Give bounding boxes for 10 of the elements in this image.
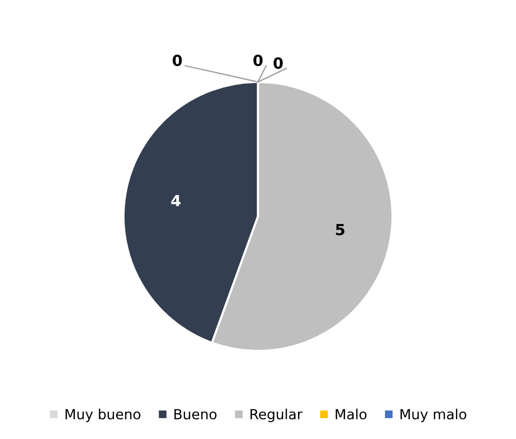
- text: 0: [274, 57, 283, 69]
- data-label: 5: [336, 224, 344, 236]
- data-label: 4: [171, 195, 180, 206]
- legend-label: Muy malo: [400, 408, 466, 422]
- legend-label: Bueno: [174, 409, 216, 420]
- legend-label: Muy bueno: [66, 408, 140, 422]
- text: 0: [172, 54, 182, 66]
- legend-label: Malo: [336, 408, 367, 420]
- legend-label: Regular: [250, 408, 302, 422]
- text: 0: [253, 54, 263, 66]
